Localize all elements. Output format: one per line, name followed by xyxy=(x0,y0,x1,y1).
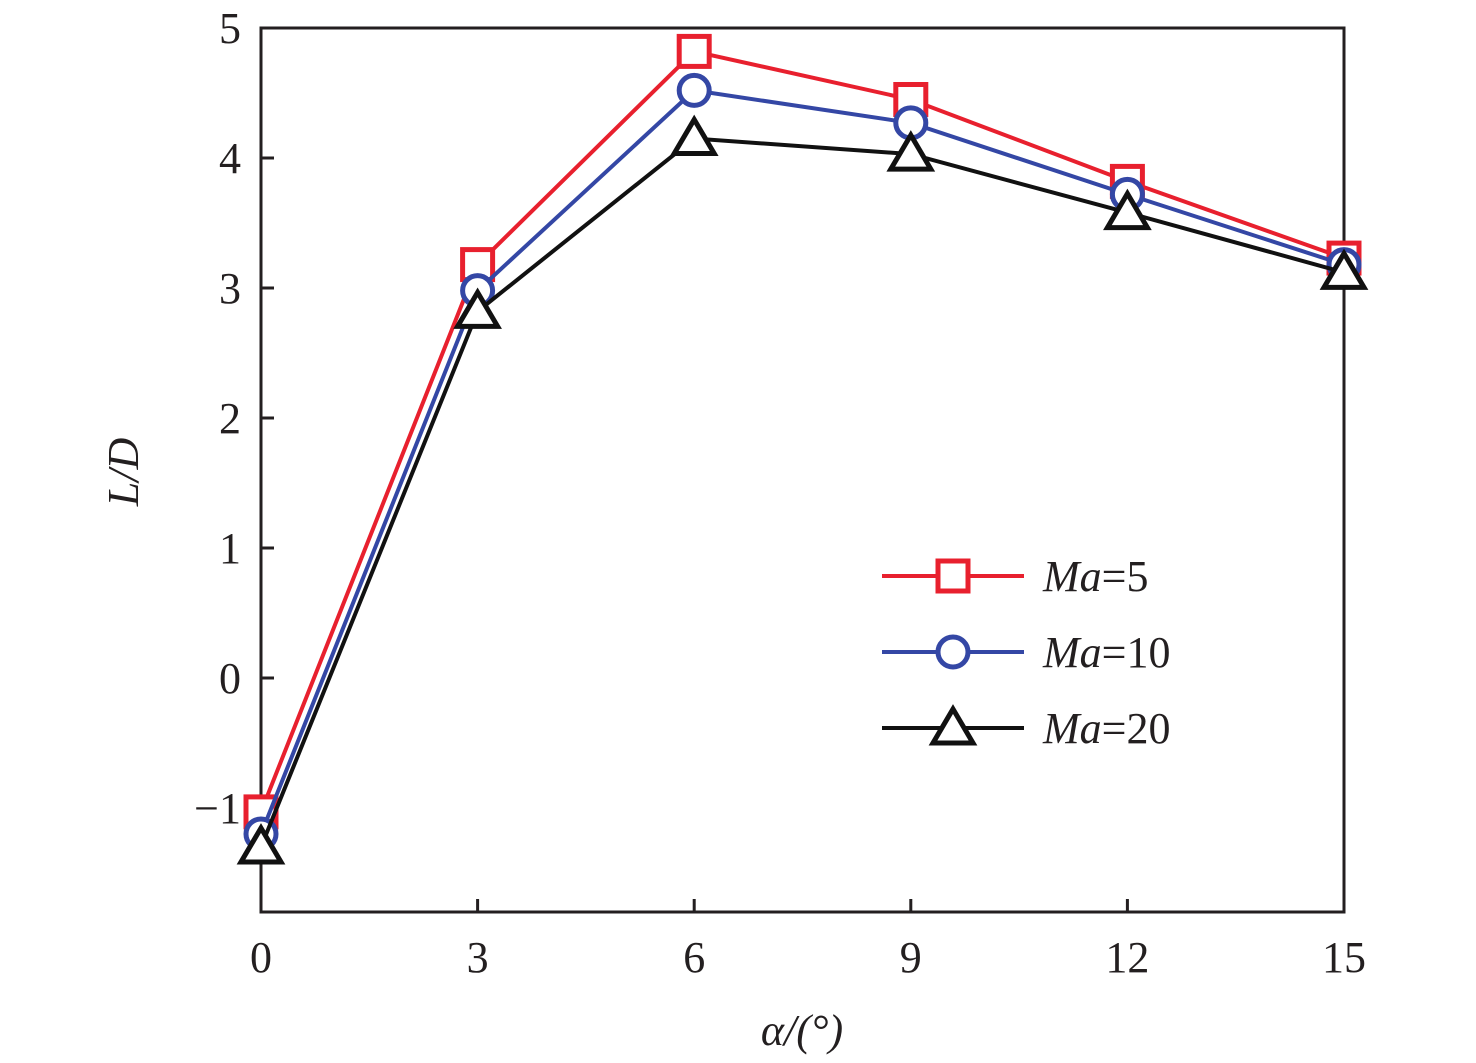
x-tick-label: 0 xyxy=(250,933,272,982)
series-ma-5 xyxy=(243,33,1362,830)
legend-label-rest: =20 xyxy=(1102,704,1171,753)
square-marker xyxy=(935,558,971,594)
triangle-marker xyxy=(928,704,978,746)
x-tick-label: 3 xyxy=(467,933,489,982)
y-tick-label: 4 xyxy=(219,134,241,183)
y-tick-label: 5 xyxy=(219,4,241,53)
y-tick-label: 1 xyxy=(219,524,241,573)
x-tick-label: 12 xyxy=(1105,933,1149,982)
triangle-marker xyxy=(1319,248,1369,290)
y-tick-label: 2 xyxy=(219,394,241,443)
series-line xyxy=(259,88,1345,835)
legend-item: Ma=10 xyxy=(882,628,1170,677)
triangle-marker xyxy=(236,823,286,865)
legend-label: Ma=5 xyxy=(1042,552,1148,601)
circle-marker xyxy=(935,634,971,670)
circle-marker xyxy=(676,72,712,108)
y-tick-label: −1 xyxy=(194,784,241,833)
plot-frame xyxy=(259,26,1346,914)
legend-label: Ma=20 xyxy=(1042,704,1170,753)
triangle-marker xyxy=(1103,188,1152,231)
x-axis-label: α/(°) xyxy=(761,1006,843,1055)
legend-item: Ma=20 xyxy=(882,704,1170,753)
series-line xyxy=(259,136,1345,848)
triangle-marker xyxy=(669,114,719,156)
y-axis-label: L/D xyxy=(99,438,148,508)
legend-label: Ma=10 xyxy=(1042,628,1170,677)
x-tick-label: 9 xyxy=(900,933,922,982)
y-tick-label: 3 xyxy=(219,264,241,313)
legend-label-rest: =10 xyxy=(1102,628,1171,677)
series-ma-10 xyxy=(243,72,1362,852)
series-line xyxy=(259,49,1345,813)
series-layer xyxy=(236,33,1369,865)
series-ma-20 xyxy=(236,114,1369,865)
legend-label-italic: Ma xyxy=(1042,552,1102,601)
triangle-marker xyxy=(886,130,936,172)
legend-item: Ma=5 xyxy=(882,552,1148,601)
legend-label-rest: =5 xyxy=(1102,552,1149,601)
legend-label-italic: Ma xyxy=(1042,628,1102,677)
x-tick-label: 6 xyxy=(683,933,705,982)
triangle-marker xyxy=(453,287,502,329)
y-tick-label: 0 xyxy=(219,654,241,703)
x-tick-label: 15 xyxy=(1322,933,1366,982)
square-marker xyxy=(676,33,712,69)
legend-label-italic: Ma xyxy=(1042,704,1102,753)
